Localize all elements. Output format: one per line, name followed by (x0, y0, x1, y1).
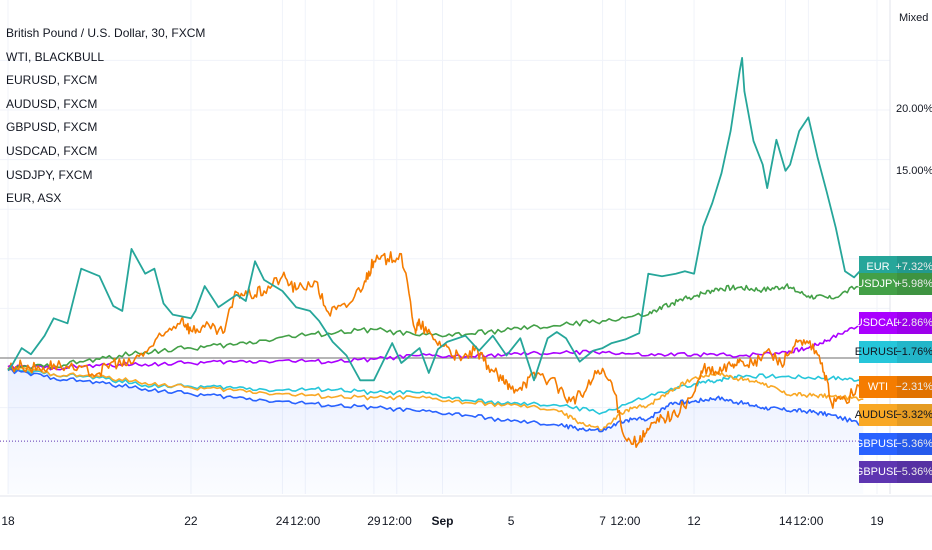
y-tick-label: 20.00% (896, 103, 932, 115)
x-tick-label: 22 (184, 514, 198, 528)
series-line-wti (7, 251, 865, 448)
x-tick-label: 12:00 (793, 514, 824, 528)
x-tick-label: 12:00 (610, 514, 641, 528)
x-tick-label: 12 (687, 514, 701, 528)
price-tag-symbol: USDJPY (856, 272, 900, 295)
price-tag-symbol: USDCAD (855, 311, 901, 334)
main-series-area (8, 358, 864, 494)
price-tag-value: +7.32% (895, 256, 932, 279)
price-tag-usdcad: USDCAD +2.86% (855, 311, 932, 334)
price-tag-symbol: GBPUSD (855, 433, 901, 456)
x-tick-label: 24 (275, 514, 290, 528)
price-tag-wti: WTI −2.31% (859, 375, 932, 398)
price-tag-symbol: EUR (859, 256, 897, 279)
scale-mode-label[interactable]: Mixed (899, 12, 929, 24)
price-tag-audusd: AUDUSD −3.32% (855, 404, 932, 427)
price-tag-value: −2.31% (895, 375, 932, 398)
price-tag-value: +2.86% (895, 311, 932, 334)
y-tick-label: 15.00% (896, 165, 932, 177)
price-tag-eurusd: EURUSD −1.76% (855, 340, 932, 363)
x-tick-label: 7 (599, 514, 606, 528)
legend-item[interactable]: WTI, BLACKBULL (6, 49, 105, 64)
legend-item[interactable]: AUDUSD, FXCM (6, 96, 98, 111)
x-tick-label: 14 (778, 514, 793, 528)
legend-main-symbol[interactable]: British Pound / U.S. Dollar, 30, FXCM (6, 26, 206, 40)
price-tag-symbol: EURUSD (855, 340, 901, 363)
price-tag-value: +5.98% (895, 272, 932, 295)
series-line-usdjpy (7, 283, 864, 372)
x-tick-label: 29 (367, 514, 381, 528)
legend-item[interactable]: EURUSD, FXCM (6, 73, 98, 88)
legend-item[interactable]: USDJPY, FXCM (6, 167, 93, 182)
x-tick-label: 12:00 (381, 514, 412, 528)
legend-item[interactable]: GBPUSD, FXCM (6, 120, 98, 135)
legend-item[interactable]: USDCAD, FXCM (6, 143, 98, 158)
price-tag-symbol: WTI (859, 375, 897, 398)
x-tick-label: 5 (507, 514, 515, 528)
price-tag-gbpusd: GBPUSD −5.36% (855, 433, 932, 456)
price-tag-value: −5.36% (895, 461, 932, 484)
price-tag-symbol: GBPUSD (855, 461, 901, 484)
price-tag-symbol: AUDUSD (855, 404, 901, 427)
price-tag-eur: EUR +7.32% (859, 256, 932, 279)
x-tick-label: 19 (870, 514, 884, 528)
series-line-usdcad (7, 322, 864, 371)
legend-item[interactable]: EUR, ASX (6, 191, 62, 206)
chart-legend: British Pound / U.S. Dollar, 30, FXCM WT… (6, 22, 205, 211)
series-line-eur (7, 57, 864, 382)
x-tick-label: 12:00 (290, 514, 321, 528)
price-tag-value: −1.76% (895, 340, 932, 363)
series-line-gbpusd (7, 368, 864, 433)
price-tag-usdjpy: USDJPY +5.98% (856, 272, 932, 295)
x-tick-label: 18 (1, 514, 15, 528)
price-tag-value: −5.36% (895, 433, 932, 456)
price-tag-value: −3.32% (895, 404, 932, 427)
series-line-audusd (7, 364, 864, 431)
x-tick-label: Sep (431, 514, 454, 528)
price-tag-gbpusd: GBPUSD −5.36% (855, 461, 932, 484)
